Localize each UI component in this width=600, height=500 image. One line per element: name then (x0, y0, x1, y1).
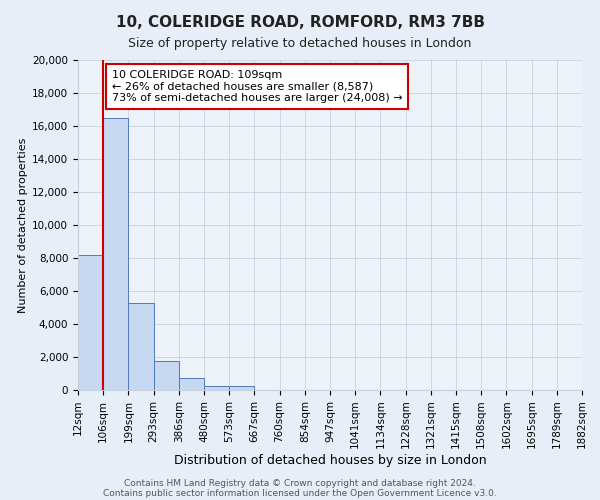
Text: Contains HM Land Registry data © Crown copyright and database right 2024.: Contains HM Land Registry data © Crown c… (124, 478, 476, 488)
X-axis label: Distribution of detached houses by size in London: Distribution of detached houses by size … (173, 454, 487, 467)
Bar (179, 378, 204, 390)
Bar (154, 361, 179, 390)
Bar (128, 302, 154, 390)
Text: Contains public sector information licensed under the Open Government Licence v3: Contains public sector information licen… (103, 488, 497, 498)
Text: Size of property relative to detached houses in London: Size of property relative to detached ho… (128, 38, 472, 51)
Y-axis label: Number of detached properties: Number of detached properties (18, 138, 28, 312)
Text: 10, COLERIDGE ROAD, ROMFORD, RM3 7BB: 10, COLERIDGE ROAD, ROMFORD, RM3 7BB (115, 15, 485, 30)
Bar (229, 386, 254, 390)
Bar (78, 254, 103, 390)
Text: 10 COLERIDGE ROAD: 109sqm
← 26% of detached houses are smaller (8,587)
73% of se: 10 COLERIDGE ROAD: 109sqm ← 26% of detac… (112, 70, 403, 103)
Bar (103, 118, 128, 390)
Bar (204, 386, 229, 390)
